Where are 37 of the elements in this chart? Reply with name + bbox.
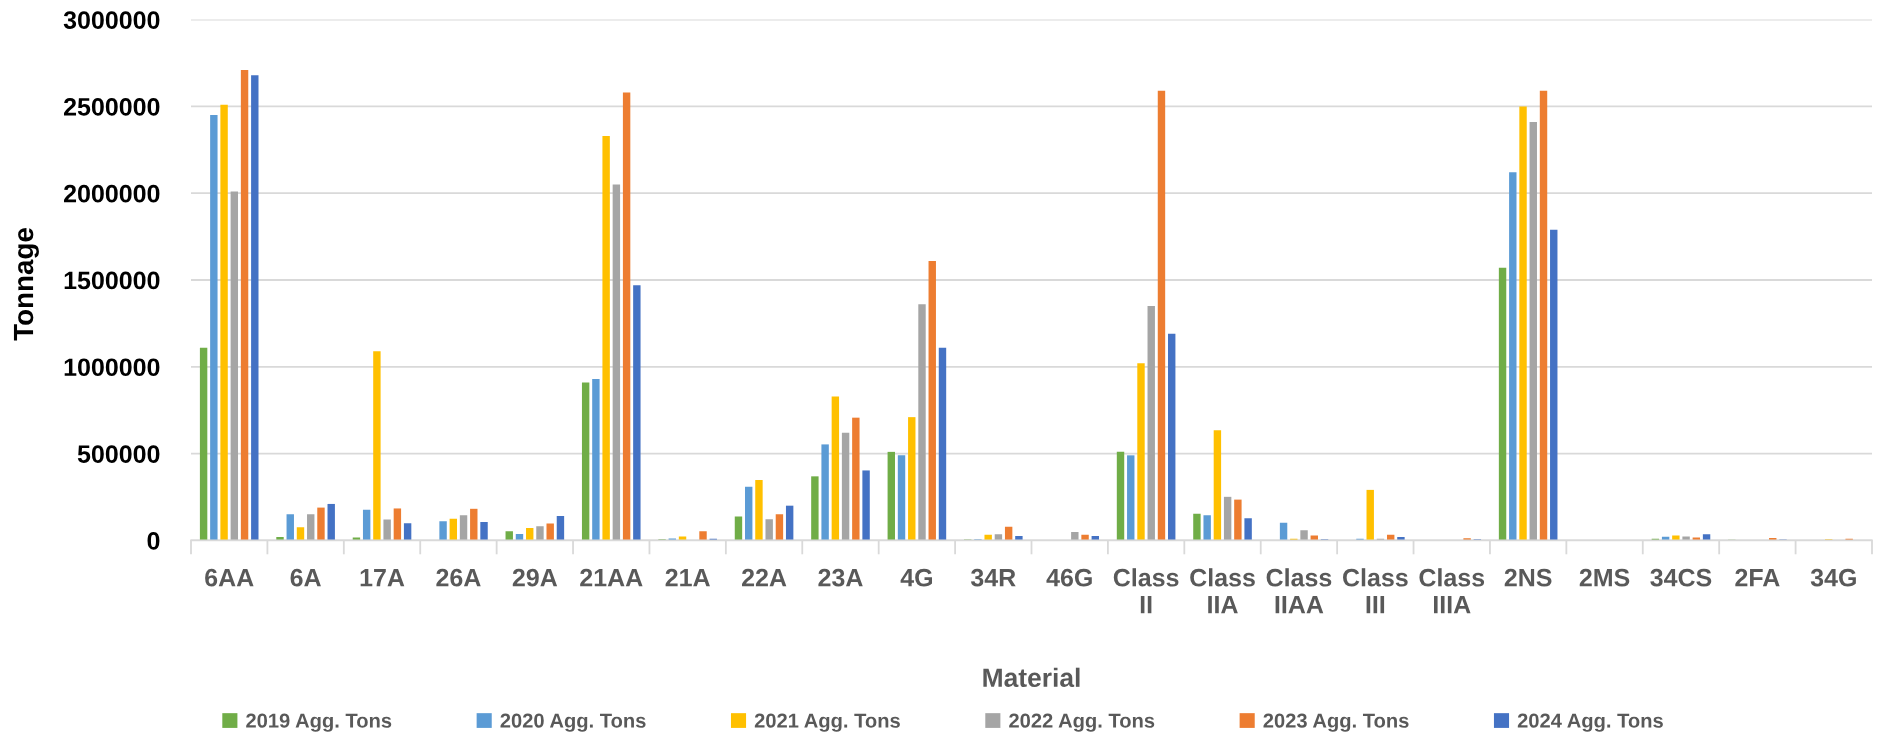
x-tick-label: Class IIAA: [1266, 568, 1332, 614]
legend-label: 2019 Agg. Tons: [246, 713, 392, 732]
x-tick-label: Class IIA: [1190, 568, 1255, 614]
x-tick-label: 2MS: [1579, 568, 1630, 587]
x-tick-label: Class II: [1113, 568, 1179, 614]
x-tick-label: 21A: [665, 568, 710, 587]
legend-label: 2024 Agg. Tons: [1517, 713, 1663, 732]
legend-label: 2022 Agg. Tons: [1009, 713, 1155, 732]
x-tick-label: 29A: [512, 568, 558, 587]
x-tick-label: Class IIIA: [1419, 568, 1485, 614]
x-tick-label: 22A: [742, 568, 787, 587]
x-tick-label: 34R: [970, 568, 1016, 587]
x-tick-label: 21AA: [580, 568, 643, 587]
x-tick-label: 34G: [1810, 568, 1856, 587]
x-tick-label: 17A: [360, 569, 405, 587]
x-tick-label: Class III: [1343, 568, 1408, 614]
x-tick-label: 26A: [436, 568, 481, 587]
y-tick-label: 500000: [77, 445, 160, 463]
x-tick-label: 2FA: [1735, 568, 1780, 587]
x-tick-label: 6A: [290, 568, 321, 587]
x-tick-label: 4G: [900, 568, 933, 587]
x-tick-label: 2NS: [1504, 568, 1552, 587]
x-tick-label: 46G: [1046, 568, 1092, 587]
x-tick-label: 23A: [818, 568, 863, 587]
legend-label: 2023 Agg. Tons: [1263, 713, 1409, 732]
legend-label: 2021 Agg. Tons: [754, 713, 900, 732]
y-tick-label: 2500000: [64, 98, 160, 116]
y-tick-label: 0: [147, 532, 160, 550]
x-tick-label: 34CS: [1650, 568, 1712, 587]
y-tick-label: 1000000: [64, 358, 160, 377]
legend-label: 2020 Agg. Tons: [500, 713, 646, 732]
y-axis-title: Tonnage: [13, 228, 39, 341]
x-axis-title: Material: [983, 667, 1080, 688]
y-tick-label: 1500000: [64, 271, 160, 290]
x-tick-label: 6AA: [205, 568, 254, 587]
y-tick-label: 3000000: [63, 11, 160, 29]
y-tick-label: 2000000: [64, 184, 160, 203]
